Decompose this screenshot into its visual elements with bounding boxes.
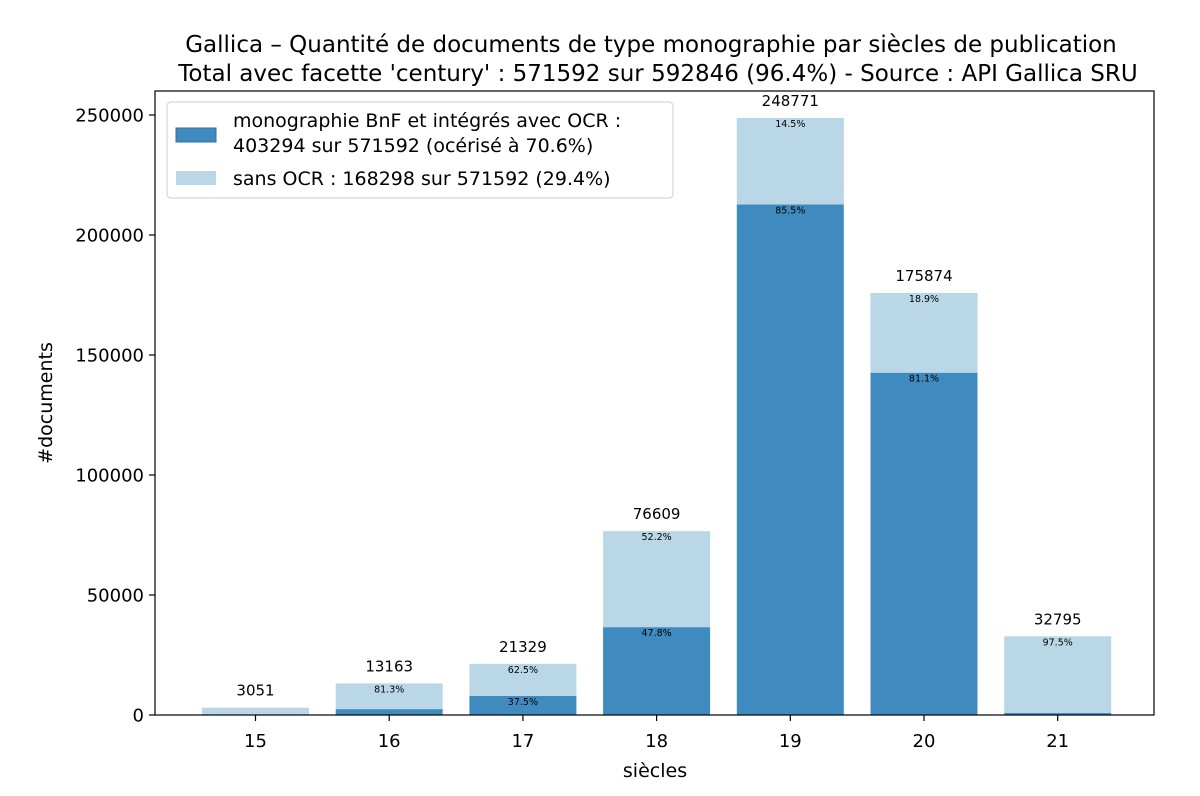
- percentage-label: 62.5%: [508, 665, 538, 676]
- bar-ocr-segment: [870, 372, 978, 715]
- percentage-label: 97.5%: [1043, 637, 1073, 648]
- bar-total-label: 3051: [236, 682, 274, 700]
- bars-group: [202, 117, 1112, 715]
- legend-label-no-ocr: sans OCR : 168298 sur 571592 (29.4%): [233, 168, 611, 190]
- y-tick-label: 150000: [75, 346, 144, 367]
- legend-label-ocr: monographie BnF et intégrés avec OCR : 4…: [233, 110, 627, 157]
- bar-ocr-segment: [736, 204, 844, 715]
- bar-no-ocr-segment: [870, 292, 978, 373]
- percentage-label: 18.9%: [909, 294, 939, 305]
- x-axis: 15 16 17 18 19 20 21: [244, 715, 1069, 752]
- bar-no-ocr-segment: [736, 117, 844, 205]
- bar-total-label: 32795: [1034, 610, 1082, 628]
- chart-title: Gallica – Quantité de documents de type …: [185, 32, 1117, 58]
- x-tick-label: 21: [1046, 731, 1069, 752]
- bar-total-label: 175874: [895, 267, 952, 285]
- legend-swatch-no-ocr: [176, 171, 216, 185]
- percentage-label: 81.1%: [909, 374, 939, 385]
- y-tick-label: 200000: [75, 226, 144, 247]
- y-tick-label: 250000: [75, 106, 144, 127]
- y-tick-label: 0: [133, 706, 144, 727]
- percentage-label: 14.5%: [775, 119, 805, 130]
- bar-no-ocr-segment: [603, 531, 711, 628]
- percentage-label: 47.8%: [642, 628, 672, 639]
- percentage-label: 37.5%: [508, 697, 538, 708]
- percentage-label: 52.2%: [642, 532, 672, 543]
- y-tick-label: 50000: [87, 586, 144, 607]
- y-axis: 0 50000 100000 150000 200000 250000: [75, 106, 155, 727]
- x-tick-label: 17: [511, 731, 534, 752]
- y-tick-label: 100000: [75, 466, 144, 487]
- bar-ocr-segment: [335, 709, 443, 715]
- x-axis-label: siècles: [623, 760, 687, 782]
- bar-ocr-segment: [469, 695, 577, 715]
- bar-no-ocr-segment: [469, 663, 577, 696]
- bar-ocr-segment: [1004, 713, 1112, 715]
- bar-no-ocr-segment: [1004, 636, 1112, 714]
- bar-ocr-segment: [603, 627, 711, 715]
- value-labels-group: 3051 81.3% 13163 37.5% 62.5% 21329 47.8% 52.2% 7…: [236, 92, 1081, 708]
- percentage-label: 81.3%: [374, 684, 404, 695]
- legend-box: [166, 101, 674, 199]
- bar-total-label: 21329: [499, 638, 547, 656]
- x-tick-label: 19: [779, 731, 802, 752]
- x-tick-label: 20: [913, 731, 936, 752]
- bar-total-label: 248771: [762, 92, 819, 110]
- legend: monographie BnF et intégrés avec OCR : 4…: [166, 101, 674, 199]
- x-tick-label: 16: [378, 731, 401, 752]
- bar-no-ocr-segment: [202, 707, 309, 715]
- x-tick-label: 18: [645, 731, 668, 752]
- chart-subtitle: Total avec facette 'century' : 571592 su…: [177, 61, 1137, 87]
- percentage-label: 85.5%: [775, 206, 805, 217]
- x-tick-label: 15: [244, 731, 267, 752]
- bar-total-label: 13163: [365, 657, 413, 675]
- y-axis-label: #documents: [35, 342, 57, 464]
- plot-frame: [154, 90, 1155, 716]
- legend-swatch-ocr: [175, 127, 217, 143]
- bar-total-label: 76609: [633, 505, 681, 523]
- bar-no-ocr-segment: [335, 683, 443, 710]
